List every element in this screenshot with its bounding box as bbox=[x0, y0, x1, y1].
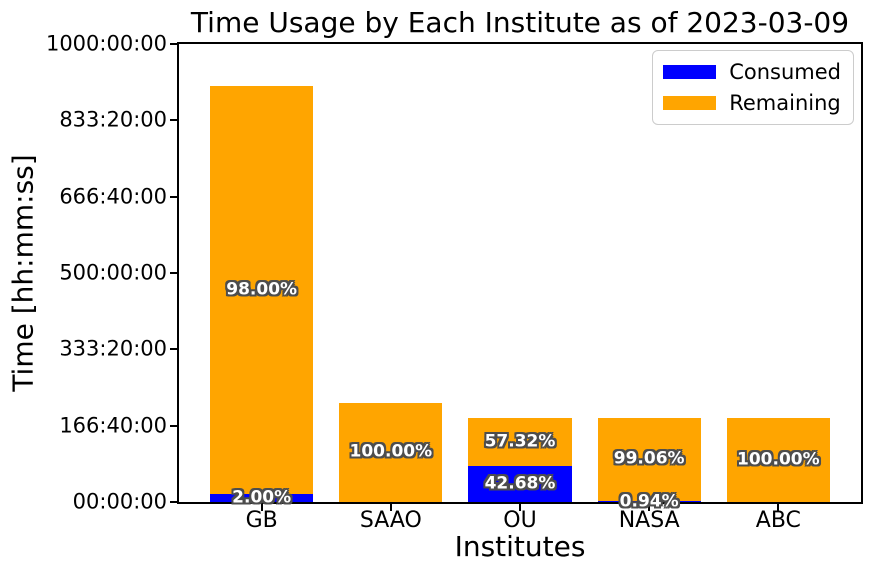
x-axis-label: Institutes bbox=[454, 530, 586, 563]
bar-segment-nasa-remaining bbox=[597, 417, 701, 502]
bar-segment-gb-consumed bbox=[210, 493, 314, 502]
y-tick-mark bbox=[170, 43, 177, 45]
bar-segment-ou-remaining bbox=[468, 417, 572, 466]
bar-segment-saao-remaining bbox=[339, 402, 443, 502]
bar-percent-label-nasa-remaining: 99.06% bbox=[613, 448, 685, 469]
x-tick-mark-abc bbox=[777, 504, 780, 511]
chart-title: Time Usage by Each Institute as of 2023-… bbox=[190, 6, 850, 39]
y-tick-mark bbox=[170, 348, 177, 351]
bar-percent-label-gb-consumed: 2.00% bbox=[232, 487, 292, 508]
legend-row-remaining: Remaining bbox=[663, 91, 841, 115]
plot-area: Consumed Remaining 00:00:00 166:40:00 333:… bbox=[46, 33, 863, 532]
y-tick-label: 500:00:00 bbox=[59, 260, 167, 285]
bar-percent-label-saao-remaining: 100.00% bbox=[349, 441, 433, 462]
y-tick-mark bbox=[170, 501, 177, 503]
bar-percent-label-ou-remaining: 57.32% bbox=[484, 431, 556, 452]
x-tick-mark-ou bbox=[519, 504, 521, 511]
bar-percent-label-nasa-consumed: 0.94% bbox=[619, 491, 679, 512]
y-tick-mark bbox=[170, 272, 177, 274]
x-tick-mark-gb bbox=[260, 504, 263, 511]
x-tick-label-ou: OU bbox=[503, 508, 537, 533]
y-tick-label: 166:40:00 bbox=[59, 413, 167, 438]
bar-segment-ou-consumed bbox=[468, 465, 572, 502]
consumed-swatch-icon bbox=[663, 65, 717, 80]
y-tick-mark bbox=[170, 195, 177, 198]
x-tick-label-gb: GB bbox=[245, 508, 278, 533]
x-tick-mark-nasa bbox=[648, 504, 651, 511]
y-axis-label: Time [hh:mm:ss] bbox=[6, 154, 40, 392]
bar-percent-label-abc-remaining: 100.00% bbox=[737, 449, 820, 470]
legend-label-remaining: Remaining bbox=[729, 91, 841, 116]
x-tick-label-saao: SAAO bbox=[359, 508, 422, 533]
y-tick-label: 00:00:00 bbox=[72, 489, 167, 514]
remaining-swatch-icon bbox=[663, 96, 717, 111]
y-tick-label: 333:20:00 bbox=[59, 336, 167, 361]
bar-segment-gb-remaining bbox=[210, 86, 314, 494]
x-tick-mark-saao bbox=[389, 504, 392, 511]
y-tick-label: 666:40:00 bbox=[59, 184, 167, 209]
bar-percent-label-ou-consumed: 42.68% bbox=[484, 473, 556, 494]
y-tick-label: 833:20:00 bbox=[59, 107, 167, 132]
bar-segment-nasa-consumed bbox=[597, 501, 701, 502]
legend: Consumed Remaining bbox=[652, 50, 854, 126]
legend-row-consumed: Consumed bbox=[663, 60, 841, 84]
bar-segment-abc-remaining bbox=[726, 417, 830, 502]
y-tick-mark bbox=[170, 119, 177, 122]
bar-percent-label-gb-remaining: 98.00% bbox=[226, 279, 298, 300]
x-tick-label-abc: ABC bbox=[755, 508, 801, 533]
x-tick-label-nasa: NASA bbox=[618, 508, 680, 533]
y-tick-mark bbox=[170, 424, 177, 427]
legend-label-consumed: Consumed bbox=[729, 60, 841, 84]
y-tick-label: 1000:00:00 bbox=[45, 31, 167, 56]
